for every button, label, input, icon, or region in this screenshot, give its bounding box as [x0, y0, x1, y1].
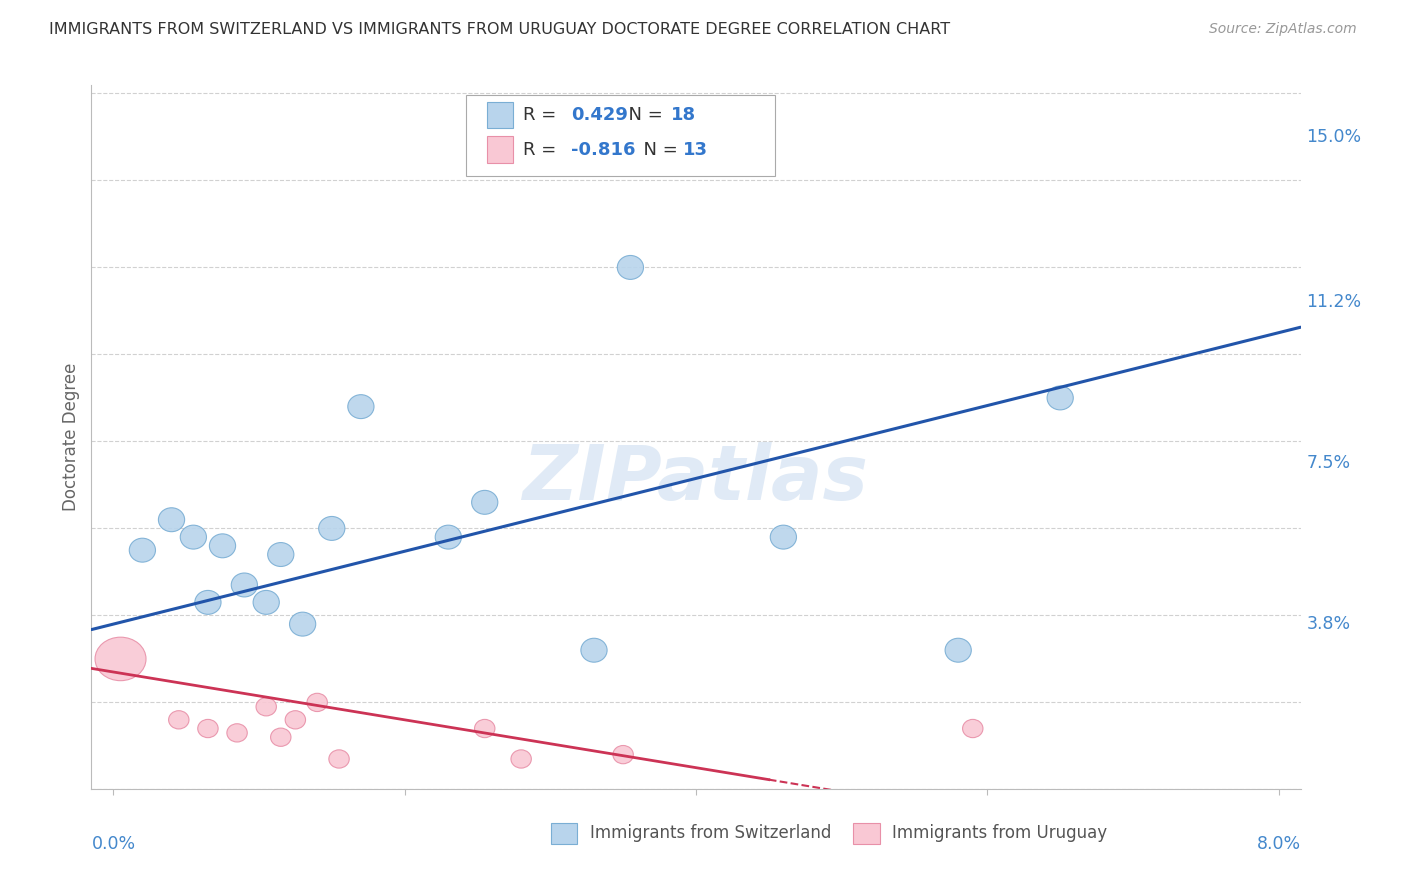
Ellipse shape — [1047, 386, 1073, 410]
Text: IMMIGRANTS FROM SWITZERLAND VS IMMIGRANTS FROM URUGUAY DOCTORATE DEGREE CORRELAT: IMMIGRANTS FROM SWITZERLAND VS IMMIGRANT… — [49, 22, 950, 37]
Ellipse shape — [231, 573, 257, 597]
Text: 15.0%: 15.0% — [1306, 128, 1362, 146]
Bar — [486, 102, 513, 128]
Bar — [551, 822, 578, 844]
Text: 3.8%: 3.8% — [1306, 615, 1351, 633]
Text: ZIPatlas: ZIPatlas — [523, 442, 869, 516]
Text: 7.5%: 7.5% — [1306, 454, 1351, 472]
Ellipse shape — [963, 719, 983, 738]
Ellipse shape — [256, 698, 277, 716]
Ellipse shape — [436, 525, 461, 549]
Ellipse shape — [253, 591, 280, 615]
Ellipse shape — [195, 591, 221, 615]
Text: 18: 18 — [671, 106, 696, 124]
Text: R =: R = — [523, 106, 562, 124]
Ellipse shape — [290, 612, 316, 636]
Ellipse shape — [226, 723, 247, 742]
Ellipse shape — [209, 534, 236, 558]
Ellipse shape — [129, 538, 156, 562]
Ellipse shape — [180, 525, 207, 549]
Text: -0.816: -0.816 — [571, 141, 636, 159]
Ellipse shape — [285, 711, 305, 729]
Bar — [486, 136, 513, 163]
Text: N =: N = — [631, 141, 683, 159]
Text: 0.429: 0.429 — [571, 106, 628, 124]
Ellipse shape — [159, 508, 184, 532]
Ellipse shape — [329, 750, 349, 768]
Ellipse shape — [471, 491, 498, 515]
Y-axis label: Doctorate Degree: Doctorate Degree — [62, 363, 80, 511]
Text: 13: 13 — [683, 141, 707, 159]
Text: Immigrants from Switzerland: Immigrants from Switzerland — [589, 824, 831, 842]
Ellipse shape — [270, 728, 291, 747]
Ellipse shape — [96, 637, 146, 681]
Ellipse shape — [613, 746, 633, 764]
Ellipse shape — [581, 639, 607, 662]
Text: Source: ZipAtlas.com: Source: ZipAtlas.com — [1209, 22, 1357, 37]
Ellipse shape — [475, 719, 495, 738]
Ellipse shape — [267, 542, 294, 566]
Ellipse shape — [770, 525, 796, 549]
FancyBboxPatch shape — [467, 95, 775, 177]
Ellipse shape — [347, 394, 374, 418]
Ellipse shape — [307, 693, 328, 712]
Text: R =: R = — [523, 141, 562, 159]
Ellipse shape — [169, 711, 188, 729]
Ellipse shape — [617, 255, 644, 279]
Ellipse shape — [510, 750, 531, 768]
Text: Immigrants from Uruguay: Immigrants from Uruguay — [891, 824, 1107, 842]
Text: 0.0%: 0.0% — [91, 835, 135, 854]
Ellipse shape — [945, 639, 972, 662]
Text: N =: N = — [617, 106, 669, 124]
Text: 11.2%: 11.2% — [1306, 293, 1362, 311]
Ellipse shape — [198, 719, 218, 738]
Bar — [853, 822, 880, 844]
Ellipse shape — [319, 516, 344, 541]
Text: 8.0%: 8.0% — [1257, 835, 1301, 854]
